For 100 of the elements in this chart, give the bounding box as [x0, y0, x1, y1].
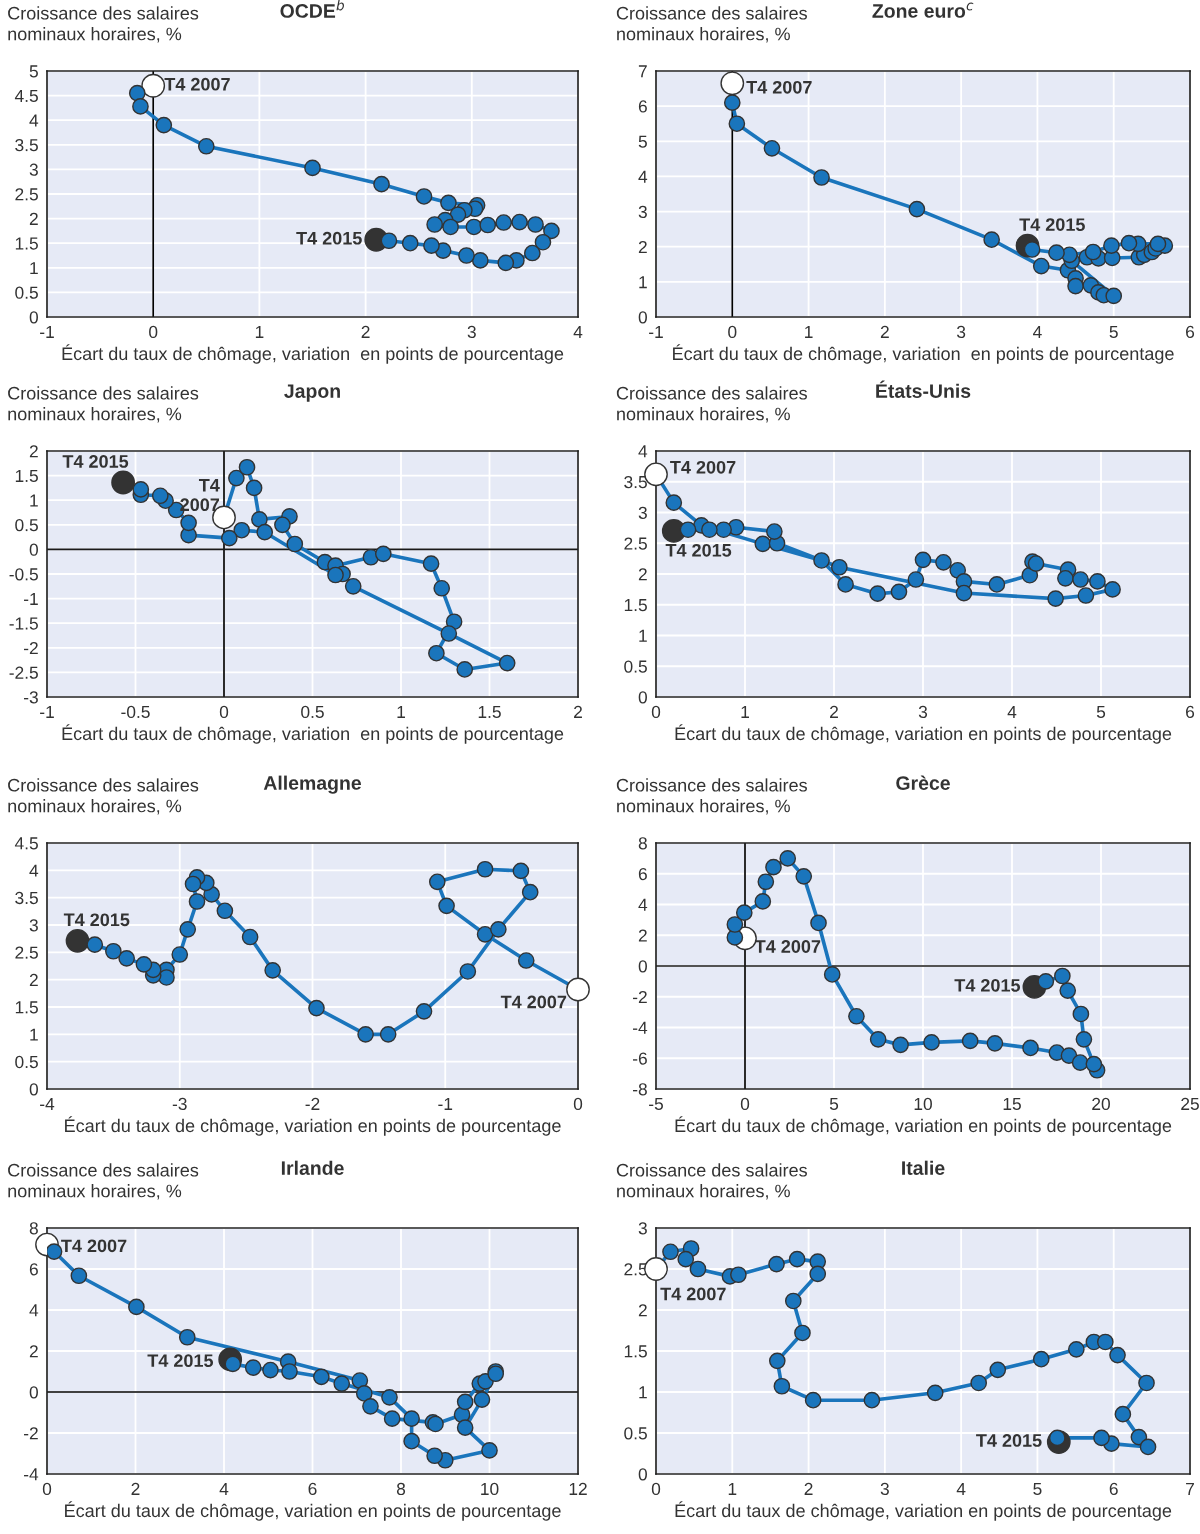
y-axis-title: Croissance des salaires nominaux horaires, %: [8, 778, 199, 815]
y-tick-label: 2: [638, 929, 647, 942]
y-tick-label: 0.5: [624, 660, 647, 673]
x-tick-label: 2: [880, 325, 889, 338]
x-tick-label: -1: [649, 325, 663, 338]
x-tick-label: -1: [40, 705, 54, 718]
x-tick-label: 3: [956, 325, 966, 339]
x-axis-title: Écart du taux de chômage, variation en points de pourcentage: [62, 724, 564, 744]
x-tick-label: 3: [467, 325, 476, 339]
x-tick-label: 6: [308, 1482, 317, 1496]
x-tick-label: 4: [1007, 705, 1017, 718]
y-tick-label: 2: [29, 973, 38, 986]
y-tick-label: 0.5: [15, 1055, 38, 1069]
x-tick-label: -1: [438, 1097, 453, 1110]
annotation: T4 2007: [670, 460, 736, 474]
y-tick-label: 1.5: [15, 1001, 38, 1014]
y-axis-title: Croissance des salaires nominaux horaires, %: [616, 1163, 807, 1200]
y-tick-label: 4: [29, 114, 39, 127]
y-axis-title: Croissance des salaires nominaux horaires, %: [8, 6, 199, 43]
x-tick-label: 5: [829, 1097, 839, 1111]
y-tick-label: 3: [638, 1222, 647, 1235]
annotation: T4 2015: [1019, 218, 1085, 231]
y-tick-label: 1: [639, 629, 647, 642]
y-axis-title: Croissance des salaires nominaux horaires, %: [616, 6, 807, 43]
x-tick-label: 0: [740, 1097, 750, 1111]
x-tick-label: 4: [1033, 325, 1042, 338]
annotation: T4 2015: [954, 978, 1021, 992]
y-tick-label: 4: [638, 445, 648, 458]
y-axis-title: Croissance des salaires nominaux horaires, %: [8, 1163, 199, 1200]
annotation: T4 2015: [63, 913, 130, 927]
x-axis-title: Écart du taux de chômage, variation en points de pourcentage: [675, 724, 1172, 744]
x-tick-label: 0: [651, 705, 661, 719]
y-tick-label: 4: [638, 898, 648, 911]
x-tick-label: -0.5: [121, 705, 150, 719]
y-tick-label: -3: [24, 691, 38, 704]
x-tick-label: 3: [918, 705, 928, 719]
x-tick-label: 1: [255, 325, 264, 338]
y-tick-label: 0.5: [15, 286, 38, 299]
x-tick-label: 2: [574, 705, 582, 718]
x-tick-label: 5: [1096, 705, 1106, 719]
y-tick-label: 8: [29, 1222, 38, 1235]
chart-title: OCDE$^{b}$: [280, 0, 344, 18]
x-axis-title: Écart du taux de chômage, variation en points de pourcentage: [62, 344, 564, 364]
y-tick-label: 5: [638, 135, 647, 148]
x-tick-label: 4: [219, 1482, 229, 1495]
y-tick-label: 1.5: [624, 1345, 647, 1358]
y-tick-label: 5: [29, 65, 38, 78]
x-axis-title: Écart du taux de chômage, variation en points de pourcentage: [675, 1501, 1172, 1521]
chart-title: Japon: [284, 384, 340, 402]
y-tick-label: 2.5: [15, 946, 38, 959]
y-tick-label: 2: [638, 240, 647, 254]
y-tick-label: 0: [638, 960, 647, 973]
y-tick-label: 1: [639, 1386, 647, 1399]
annotation: T4 2007: [660, 1287, 726, 1301]
y-tick-label: 3: [29, 919, 38, 932]
y-tick-label: 6: [638, 867, 647, 881]
y-tick-label: -4: [24, 1468, 39, 1481]
y-tick-label: 1.5: [15, 237, 38, 250]
x-tick-label: -3: [172, 1097, 187, 1111]
y-tick-label: 8: [638, 837, 647, 850]
y-tick-label: 1: [30, 262, 38, 275]
y-tick-label: 2.5: [15, 188, 38, 201]
annotation: T4 2007: [180, 479, 220, 512]
y-tick-label: 2: [29, 1345, 38, 1358]
x-tick-label: 1: [397, 705, 405, 718]
y-tick-label: 4: [29, 1304, 39, 1317]
x-axis-title: Écart du taux de chômage, variation en points de pourcentage: [673, 344, 1174, 364]
x-tick-label: -1: [40, 325, 54, 338]
y-tick-label: 0: [29, 543, 38, 556]
y-tick-label: 3: [638, 205, 647, 219]
y-tick-label: 0.5: [624, 1427, 647, 1440]
y-axis-title: Croissance des salaires nominaux horaires, %: [616, 386, 807, 423]
y-tick-label: -2: [633, 990, 647, 1004]
y-tick-label: 0: [29, 1386, 38, 1399]
x-tick-label: 10: [914, 1097, 932, 1111]
x-tick-label: 0: [149, 325, 158, 339]
x-tick-label: 5: [1033, 1482, 1042, 1496]
y-tick-label: 1: [30, 1028, 38, 1041]
y-tick-label: 2.5: [624, 537, 647, 550]
y-tick-label: 2: [29, 212, 38, 225]
y-tick-label: 1.5: [15, 469, 38, 483]
x-tick-label: 4: [956, 1482, 966, 1495]
x-tick-label: 2: [830, 705, 838, 718]
y-tick-label: 6: [638, 100, 647, 113]
y-tick-label: 4: [638, 170, 648, 183]
y-tick-label: 6: [29, 1263, 38, 1276]
annotation: T4 2007: [61, 1239, 127, 1253]
x-tick-label: 6: [1186, 705, 1195, 719]
x-tick-label: 0: [42, 1482, 52, 1496]
y-tick-label: -1: [24, 592, 38, 605]
annotation: T4 2015: [976, 1434, 1042, 1447]
x-axis-title: Écart du taux de chômage, variation en points de pourcentage: [65, 1501, 561, 1521]
y-tick-label: 1: [639, 276, 647, 289]
chart-title: Grèce: [896, 775, 950, 790]
y-tick-label: -1.5: [9, 617, 38, 630]
y-axis-title: Croissance des salaires nominaux horaires, %: [616, 778, 807, 815]
x-tick-label: 4: [573, 325, 583, 338]
annotation: T4 2007: [164, 77, 230, 91]
annotation: T4 2007: [746, 80, 812, 94]
x-tick-label: 0: [573, 1097, 583, 1111]
